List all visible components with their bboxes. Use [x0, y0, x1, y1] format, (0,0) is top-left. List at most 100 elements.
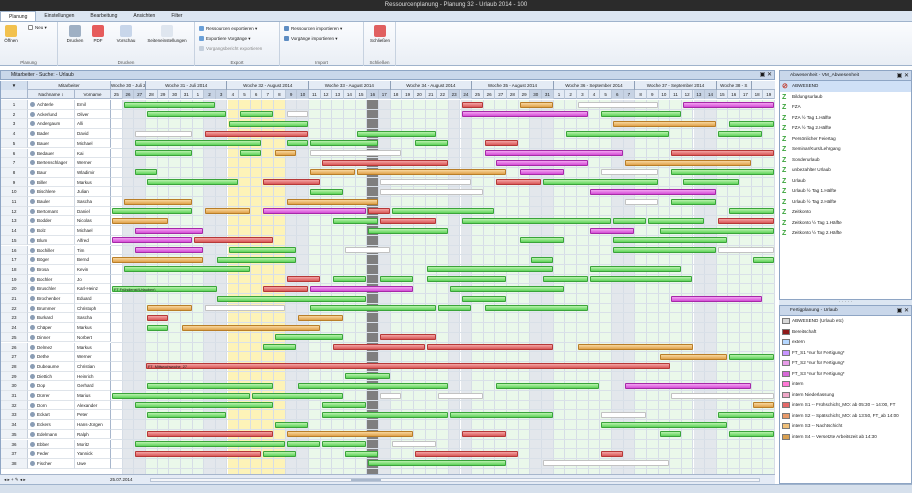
- schedule-bar[interactable]: [275, 334, 343, 341]
- employee-firstname[interactable]: Nicolas: [75, 216, 111, 227]
- employee-lastname[interactable]: Bochiller: [28, 245, 75, 256]
- production-type-item[interactable]: intern S2 -- Spätschicht_MO: ab 13:50, F…: [780, 411, 911, 422]
- employee-firstname[interactable]: Kevin: [75, 264, 111, 275]
- employee-lastname[interactable]: Bertomant: [28, 206, 75, 217]
- schedule-bar[interactable]: [612, 120, 716, 127]
- employee-firstname[interactable]: Sascha: [75, 197, 111, 207]
- schedule-bar[interactable]: [671, 198, 716, 205]
- employee-lastname[interactable]: Dop: [28, 381, 75, 391]
- employee-lastname[interactable]: Brosa: [28, 264, 75, 275]
- employee-firstname[interactable]: Hans-Jürgen: [75, 420, 111, 430]
- employee-lastname[interactable]: Achterle: [28, 100, 75, 110]
- schedule-bar[interactable]: [414, 450, 518, 457]
- absence-type-item[interactable]: Z Zeitkonto: [780, 207, 911, 218]
- row-number[interactable]: 14: [1, 226, 28, 236]
- row-number[interactable]: 20: [1, 284, 28, 294]
- schedule-bar[interactable]: [379, 217, 437, 224]
- schedule-bar[interactable]: [717, 411, 775, 418]
- preview-button[interactable]: Vorschau: [114, 25, 138, 43]
- day-column[interactable]: [227, 100, 240, 474]
- employee-firstname[interactable]: Michael: [75, 138, 111, 149]
- print-button[interactable]: Drucken: [64, 25, 86, 43]
- day-column[interactable]: [716, 100, 729, 474]
- schedule-bar[interactable]: [286, 198, 378, 205]
- page-settings-button[interactable]: Seiteneinstellungen: [144, 25, 190, 43]
- day-column[interactable]: [611, 100, 624, 474]
- schedule-bar[interactable]: [286, 441, 320, 447]
- schedule-bar[interactable]: [729, 208, 775, 215]
- employee-firstname[interactable]: Alli: [75, 119, 111, 130]
- day-column[interactable]: [239, 100, 251, 474]
- employee-lastname[interactable]: Dürrer: [28, 391, 75, 401]
- absence-type-item[interactable]: Z FZA: [780, 102, 911, 113]
- employee-firstname[interactable]: Oliver: [75, 109, 111, 120]
- schedule-bar[interactable]: [589, 266, 681, 273]
- schedule-bar[interactable]: [647, 217, 705, 224]
- schedule-bar[interactable]: [310, 188, 343, 195]
- production-type-item[interactable]: FT_S1 *nur für Fertigung*: [780, 348, 911, 359]
- schedule-bar[interactable]: [379, 334, 437, 341]
- schedule-bar[interactable]: [298, 382, 448, 389]
- absence-type-item[interactable]: Z FZA ½ Tag 1.Hälfte: [780, 113, 911, 124]
- employee-lastname[interactable]: Eckers: [28, 420, 75, 430]
- new-button[interactable]: Neu ▾: [28, 25, 47, 31]
- schedule-bar[interactable]: [135, 402, 274, 409]
- employee-firstname[interactable]: Jo: [75, 274, 111, 285]
- day-column[interactable]: [425, 100, 438, 474]
- schedule-bar[interactable]: [438, 305, 472, 312]
- schedule-bar[interactable]: [356, 169, 507, 176]
- day-column[interactable]: [437, 100, 449, 474]
- schedule-bar[interactable]: [484, 140, 518, 147]
- employee-lastname[interactable]: Andergaum: [28, 119, 75, 130]
- schedule-bar[interactable]: [345, 450, 378, 457]
- tab-filter[interactable]: Filter: [171, 13, 183, 19]
- row-number[interactable]: 17: [1, 255, 28, 265]
- schedule-bar[interactable]: [146, 179, 239, 186]
- employee-lastname[interactable]: Bader: [28, 129, 75, 139]
- employee-firstname[interactable]: Wladimir: [75, 167, 111, 178]
- employee-lastname[interactable]: Fischer: [28, 458, 75, 469]
- schedule-bar[interactable]: [624, 382, 751, 389]
- schedule-bar[interactable]: [112, 237, 192, 244]
- employee-firstname[interactable]: Werner: [75, 352, 111, 362]
- firstname-column-header[interactable]: Vorname: [75, 90, 111, 99]
- schedule-bar[interactable]: [263, 179, 320, 186]
- panel-window-buttons[interactable]: ▣ ✕: [896, 73, 909, 79]
- schedule-bar[interactable]: [717, 247, 775, 253]
- employee-firstname[interactable]: Norbert: [75, 332, 111, 343]
- day-column[interactable]: [681, 100, 694, 474]
- row-number[interactable]: 29: [1, 371, 28, 382]
- schedule-bar[interactable]: [461, 101, 483, 108]
- export-report-button[interactable]: Vorgangsbericht exportieren: [199, 46, 262, 52]
- schedule-bar[interactable]: [228, 247, 297, 253]
- schedule-bar[interactable]: [135, 140, 262, 147]
- production-type-item[interactable]: Bereitschaft: [780, 327, 911, 338]
- schedule-bar[interactable]: [112, 217, 169, 224]
- schedule-bar[interactable]: [543, 460, 670, 467]
- employee-lastname[interactable]: Bodder: [28, 216, 75, 227]
- row-number[interactable]: 1: [1, 100, 28, 110]
- schedule-bar[interactable]: [310, 150, 402, 156]
- day-column[interactable]: [763, 100, 775, 474]
- schedule-bar[interactable]: [543, 276, 588, 283]
- schedule-bar[interactable]: [519, 237, 565, 244]
- employee-lastname[interactable]: Bedauer: [28, 148, 75, 159]
- employee-lastname[interactable]: Feder: [28, 449, 75, 459]
- day-column[interactable]: [751, 100, 764, 474]
- schedule-bar[interactable]: [461, 431, 507, 438]
- production-type-item[interactable]: intern Niederlassung: [780, 390, 911, 401]
- schedule-bar[interactable]: [717, 217, 775, 224]
- employee-firstname[interactable]: Heinrich: [75, 371, 111, 382]
- day-column[interactable]: [623, 100, 636, 474]
- schedule-bar[interactable]: [368, 460, 507, 467]
- export-resources-button[interactable]: Ressourcen exportieren ▾: [199, 26, 257, 32]
- schedule-bar[interactable]: [531, 256, 553, 263]
- horizontal-scrollbar[interactable]: [150, 478, 760, 482]
- schedule-bar[interactable]: [135, 450, 262, 457]
- row-number[interactable]: 21: [1, 294, 28, 304]
- schedule-bar[interactable]: [286, 276, 320, 283]
- tab-bearbeitung[interactable]: Bearbeitung: [90, 13, 118, 19]
- schedule-bar[interactable]: [321, 411, 448, 418]
- row-number[interactable]: 33: [1, 410, 28, 421]
- row-number[interactable]: 28: [1, 361, 28, 372]
